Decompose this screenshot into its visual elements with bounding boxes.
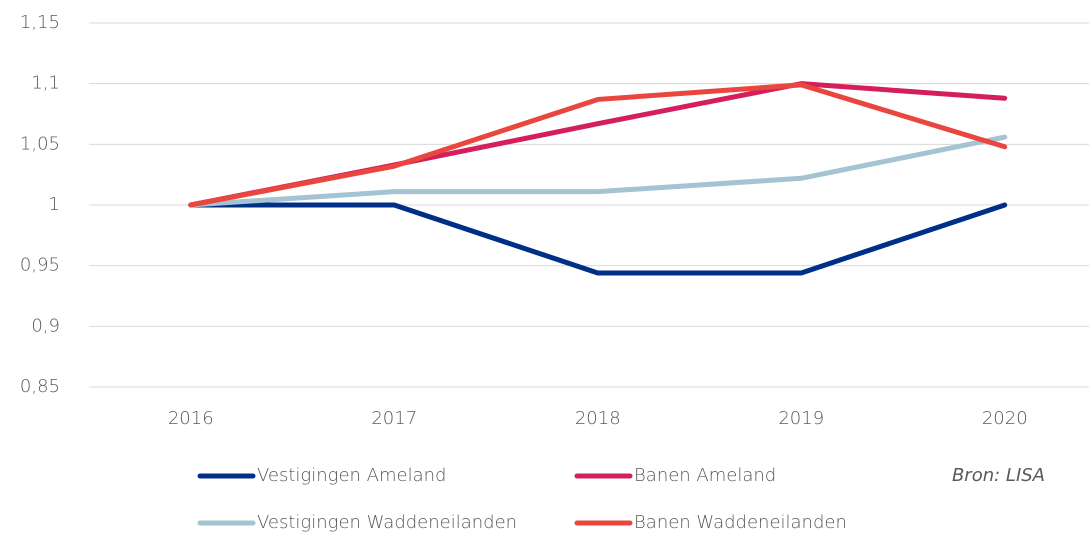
source-annotation: Bron: LISA: [952, 465, 1045, 486]
y-tick-label: 1,05: [20, 133, 60, 154]
y-tick-label: 0,95: [20, 255, 60, 276]
y-tick-label: 1,15: [20, 12, 60, 33]
legend-label: Banen Ameland: [634, 465, 776, 486]
legend-label: Vestigingen Waddeneilanden: [257, 512, 517, 533]
legend-label: Vestigingen Ameland: [257, 465, 446, 486]
series-line: [188, 202, 1008, 276]
x-tick-label: 2019: [778, 408, 824, 429]
x-tick-label: 2020: [982, 408, 1028, 429]
y-tick-label: 1,1: [31, 73, 60, 94]
legend-label: Banen Waddeneilanden: [634, 512, 847, 533]
y-tick-label: 1: [49, 194, 60, 215]
y-tick-label: 0,9: [31, 315, 60, 336]
series-line: [188, 82, 1008, 208]
x-tick-label: 2018: [575, 408, 621, 429]
y-tick-label: 0,85: [20, 376, 60, 397]
x-tick-label: 2016: [168, 408, 214, 429]
x-tick-label: 2017: [371, 408, 417, 429]
series-line: [188, 134, 1008, 208]
